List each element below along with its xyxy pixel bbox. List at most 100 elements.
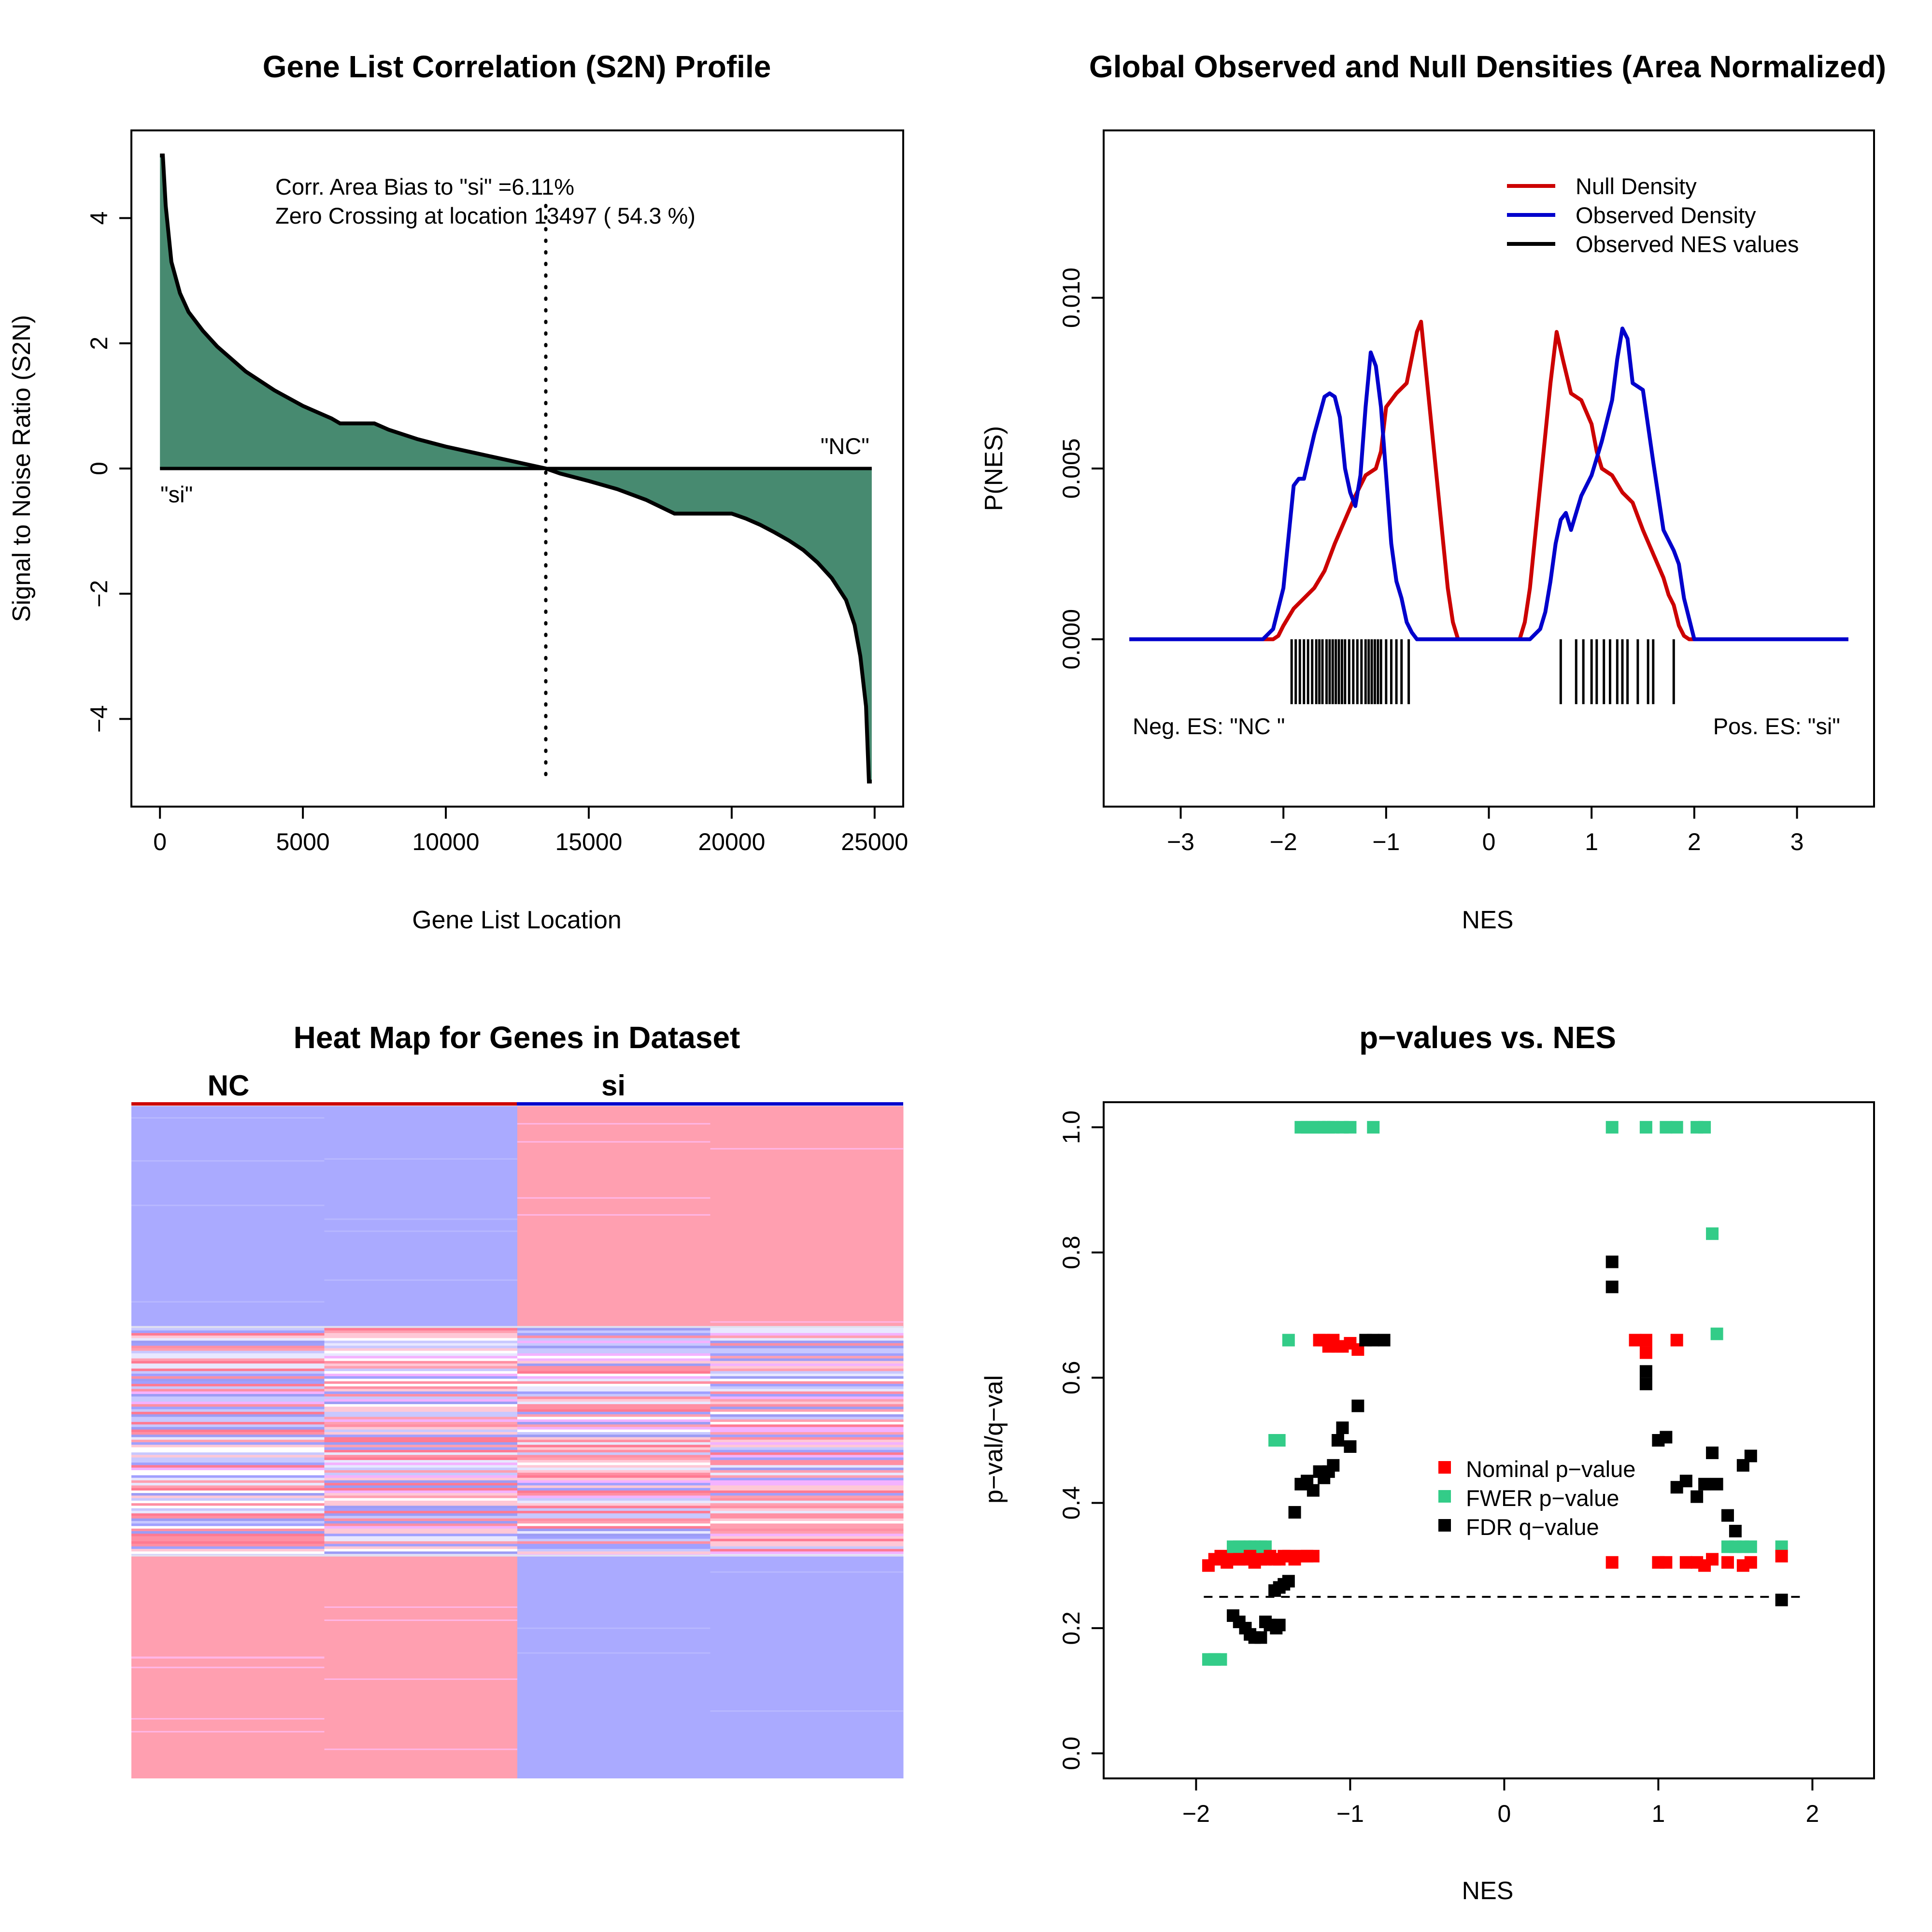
heatmap-cell xyxy=(131,1500,325,1504)
heatmap-cell xyxy=(710,1419,904,1422)
heatmap-cell xyxy=(324,1523,518,1527)
heatmap-cell xyxy=(324,1442,518,1445)
heatmap-cell xyxy=(710,1483,904,1486)
heatmap-cell xyxy=(517,1536,710,1539)
heatmap-cell xyxy=(517,1513,710,1517)
x-tick-label: 1 xyxy=(1651,1800,1665,1827)
heatmap-panel: Heat Map for Genes in Dataset NC si xyxy=(131,1020,904,1778)
heatmap-cell xyxy=(131,1506,325,1509)
heatmap-stripe xyxy=(324,1218,517,1220)
nominal-p-value-point xyxy=(1706,1553,1719,1566)
heatmap-cell xyxy=(710,1350,904,1354)
heatmap-cell xyxy=(710,1361,904,1364)
heatmap-cell xyxy=(131,1536,325,1539)
heatmap-cell xyxy=(710,1417,904,1420)
heatmap-cell xyxy=(710,1371,904,1374)
heatmap-cell xyxy=(517,1391,710,1394)
heatmap-stripe xyxy=(517,1123,710,1125)
heatmap-cell xyxy=(324,1516,518,1519)
heatmap-cell xyxy=(324,1556,518,1778)
nominal-p-value-point xyxy=(1307,1549,1320,1563)
heatmap-cell xyxy=(131,1333,325,1336)
heatmap-cell xyxy=(710,1389,904,1392)
heatmap-cell xyxy=(131,1541,325,1544)
heatmap-cell xyxy=(131,1381,325,1384)
heatmap-cell xyxy=(324,1414,518,1417)
nominal-p-value-point xyxy=(1744,1556,1757,1569)
heatmap-stripe xyxy=(131,1731,325,1733)
heatmap-cell xyxy=(131,1427,325,1430)
heatmap-cell xyxy=(324,1346,518,1349)
heatmap-cell xyxy=(710,1435,904,1437)
heatmap-cell xyxy=(324,1493,518,1496)
s2n-profile-panel: Gene List Correlation (S2N) Profile Corr… xyxy=(8,49,908,934)
heatmap-cell xyxy=(517,1371,710,1374)
heatmap-cell xyxy=(710,1467,904,1471)
heatmap-cell xyxy=(131,1106,325,1328)
heatmap-cell xyxy=(710,1429,904,1433)
heatmap-cell xyxy=(517,1544,710,1547)
heatmap-cell xyxy=(324,1457,518,1461)
heatmap-cell xyxy=(710,1406,904,1410)
heatmap-cell xyxy=(324,1389,518,1392)
x-tick-label: −1 xyxy=(1336,1800,1364,1827)
heatmap-cell xyxy=(517,1556,710,1778)
heatmap-cell xyxy=(517,1510,710,1514)
x-tick-label: −1 xyxy=(1372,828,1400,855)
heatmap-cell xyxy=(710,1368,904,1372)
heatmap-cell xyxy=(131,1460,325,1463)
heatmap-cell xyxy=(131,1391,325,1394)
heatmap-cell xyxy=(517,1432,710,1435)
heatmap-cell xyxy=(324,1427,518,1430)
heatmap-cell xyxy=(324,1356,518,1359)
pvalues-title: p−values vs. NES xyxy=(1359,1020,1616,1055)
heatmap-cell xyxy=(517,1526,710,1529)
heatmap-cell xyxy=(710,1343,904,1346)
heatmap-stripe xyxy=(517,1627,710,1629)
heatmap-cell xyxy=(324,1490,518,1493)
heatmap-cell xyxy=(324,1508,518,1511)
heatmap-cell xyxy=(131,1475,325,1478)
fdr-q-value-point xyxy=(1336,1421,1349,1435)
heatmap-cell xyxy=(131,1498,325,1501)
heatmap-cell xyxy=(324,1366,518,1369)
x-tick-label: 5000 xyxy=(276,828,329,855)
heatmap-cell xyxy=(131,1394,325,1397)
heatmap-cell xyxy=(517,1477,710,1481)
heatmap-cell xyxy=(517,1404,710,1407)
heatmap-cell xyxy=(131,1437,325,1440)
heatmap-cell xyxy=(517,1488,710,1491)
heatmap-cell xyxy=(324,1399,518,1402)
heatmap-cell xyxy=(131,1455,325,1458)
heatmap-cell xyxy=(710,1414,904,1417)
heatmap-cell xyxy=(710,1556,904,1778)
heatmap-cell xyxy=(324,1536,518,1539)
fdr-q-value-point xyxy=(1710,1477,1723,1491)
density-neg-es-label: Neg. ES: "NC " xyxy=(1133,713,1285,739)
heatmap-cell xyxy=(710,1510,904,1514)
heatmap-stripe xyxy=(324,1748,517,1750)
heatmap-cell xyxy=(517,1401,710,1405)
heatmap-cell xyxy=(517,1465,710,1468)
density-y-axis-label: P(NES) xyxy=(980,426,1008,511)
fdr-q-value-point xyxy=(1288,1506,1301,1519)
heatmap-cell xyxy=(131,1414,325,1417)
heatmap-cell xyxy=(131,1424,325,1427)
heatmap-cell xyxy=(710,1335,904,1338)
heatmap-cell xyxy=(517,1396,710,1400)
heatmap-cell xyxy=(710,1338,904,1341)
heatmap-cell xyxy=(710,1333,904,1336)
heatmap-cell xyxy=(324,1518,518,1521)
y-tick-label: 1.0 xyxy=(1058,1110,1085,1144)
heatmap-cell xyxy=(710,1421,904,1425)
heatmap-cell xyxy=(710,1374,904,1377)
heatmap-stripe xyxy=(324,1678,517,1680)
heatmap-cell xyxy=(710,1439,904,1443)
heatmap-cell xyxy=(517,1457,710,1461)
heatmap-cell xyxy=(710,1493,904,1496)
heatmap-cell xyxy=(131,1432,325,1435)
heatmap-cell xyxy=(710,1378,904,1382)
heatmap-cell xyxy=(131,1404,325,1407)
fwer-p-value-point xyxy=(1273,1434,1286,1447)
